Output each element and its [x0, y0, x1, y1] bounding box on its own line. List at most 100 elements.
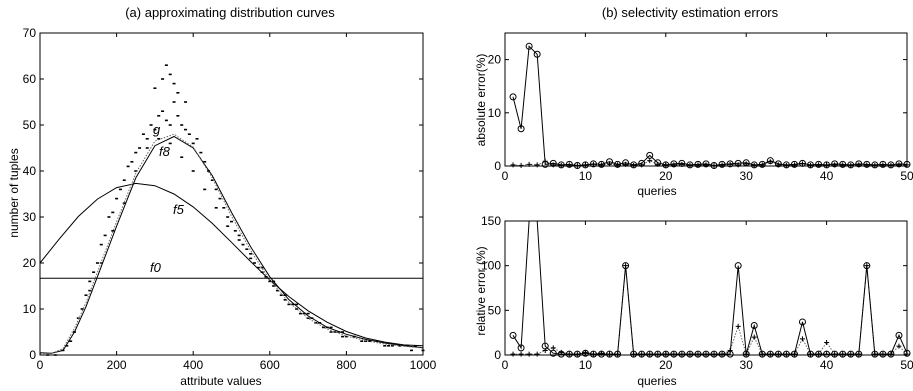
panel-b-circle-marker — [614, 160, 622, 168]
panel-b-circle-marker — [726, 160, 734, 168]
panel-b-circle-marker — [871, 161, 879, 169]
panel-b-circle-marker — [597, 160, 605, 168]
panel-a-ytick-label: 70 — [23, 26, 37, 40]
panel-b-circle-marker — [630, 161, 638, 169]
scatter-point — [226, 225, 230, 227]
curve-label-f0: f0 — [150, 260, 162, 275]
panel-c-circle-marker — [798, 318, 806, 326]
scatter-point — [268, 280, 272, 283]
scatter-point — [172, 82, 176, 85]
scatter-point — [383, 345, 387, 347]
panel-b-plus-marker — [783, 162, 789, 168]
scatter-point — [214, 188, 218, 191]
scatter-point — [249, 257, 253, 260]
panel-a-xtick-label: 400 — [183, 358, 203, 372]
panel-b-circle-marker — [863, 160, 871, 168]
scatter-point — [138, 147, 142, 149]
panel-b-title: (b) selectivity estimation errors — [602, 5, 779, 20]
panel-c-xtick-label: 50 — [900, 358, 913, 372]
panel-c-circle-marker — [895, 331, 903, 339]
panel-b-circle-marker — [517, 125, 525, 133]
panel-b-plus-marker — [751, 162, 757, 168]
panel-a-ytick-label: 20 — [23, 256, 37, 270]
panel-b-xlabel: queries — [637, 184, 676, 198]
scatter-point — [88, 289, 92, 292]
panel-b-xtick-label: 20 — [659, 169, 673, 183]
panel-b-circle-marker — [750, 161, 758, 169]
scatter-point — [302, 312, 306, 315]
panel-c-plus-marker — [735, 323, 741, 329]
scatter-point — [76, 317, 80, 319]
panel-c-circle-marker — [646, 350, 654, 358]
scatter-point — [111, 211, 115, 214]
panel-c-circle-marker — [766, 350, 774, 358]
panel-a-frame — [39, 32, 424, 356]
panel-c-circle-marker — [742, 350, 750, 358]
panel-c-circle-marker — [654, 350, 662, 358]
scatter-point — [241, 243, 245, 246]
panel-c-circle-marker — [855, 350, 863, 358]
panel-c-ytick-label: 0 — [494, 348, 501, 362]
panel-c-circle-marker — [573, 350, 581, 358]
panel-c-plus-marker — [751, 334, 757, 340]
panel-c-circle-marker — [871, 350, 879, 358]
panel-b-circle-marker — [589, 160, 597, 168]
scatter-point — [164, 119, 168, 122]
curve-g — [40, 133, 424, 355]
panel-b-ytick-label: 20 — [488, 53, 502, 67]
scatter-point — [306, 312, 310, 315]
curve-f8 — [39, 135, 424, 354]
panel-c-circle-marker — [726, 350, 734, 358]
panel-b-circle-marker — [807, 161, 815, 169]
panel-a-ytick-label: 60 — [23, 72, 37, 86]
panel-b-circle-marker — [790, 160, 798, 168]
panel-b-plus-marker — [848, 162, 854, 168]
panel-b-circle-marker — [557, 161, 565, 169]
panel-c-plus-marker — [550, 345, 556, 351]
panel-b-circle-marker — [895, 160, 903, 168]
scatter-point — [260, 266, 264, 269]
scatter-point — [168, 73, 172, 76]
panel-b-plus-marker — [872, 162, 878, 168]
scatter-point — [333, 331, 337, 333]
scatter-point — [149, 124, 153, 126]
panel-a-xtick-label: 1000 — [410, 358, 437, 372]
scatter-point — [134, 170, 138, 172]
scatter-point — [115, 197, 119, 200]
panel-c-circle-marker — [581, 349, 589, 357]
panel-b-plus-marker — [808, 162, 814, 168]
panel-c-plus-series-line — [513, 265, 908, 356]
scatter-point — [126, 165, 130, 168]
panel-b-circle-marker — [710, 161, 718, 169]
scatter-point — [387, 345, 391, 347]
panel-c-xtick-label: 20 — [659, 358, 673, 372]
scatter-point — [214, 207, 218, 209]
scatter-point — [161, 110, 165, 112]
panel-c-circle-marker — [565, 350, 573, 358]
panel-b-circle-marker — [718, 160, 726, 168]
panel-b-plus-marker — [615, 162, 621, 168]
panel-b-circle-marker — [581, 161, 589, 169]
panel-a-distribution-curves: (a) approximating distribution curves at… — [7, 5, 437, 388]
scatter-point — [141, 133, 145, 135]
panel-a-ytick-label: 10 — [23, 302, 37, 316]
panel-b-xtick-label: 0 — [502, 169, 509, 183]
panel-b-circle-marker — [758, 160, 766, 168]
panel-a-ytick-label: 30 — [23, 210, 37, 224]
panel-b-xtick-label: 30 — [740, 169, 754, 183]
scatter-point — [84, 294, 88, 296]
panel-c-plus-marker — [896, 343, 902, 349]
scatter-point — [314, 322, 318, 324]
panel-c-circle-marker — [807, 350, 815, 358]
panel-a-title: (a) approximating distribution curves — [125, 5, 335, 20]
panel-b-circle-marker — [855, 160, 863, 168]
scatter-point — [65, 345, 69, 347]
panel-c-plus-marker — [534, 351, 540, 357]
scatter-point — [367, 340, 371, 342]
panel-c-circle-marker — [678, 350, 686, 358]
panel-b-circle-marker — [686, 161, 694, 169]
panel-b-plus-marker — [598, 162, 604, 168]
panel-c-circle-marker — [815, 350, 823, 358]
panel-b-circle-marker — [766, 157, 774, 165]
panel-c-xlabel: queries — [637, 374, 676, 388]
